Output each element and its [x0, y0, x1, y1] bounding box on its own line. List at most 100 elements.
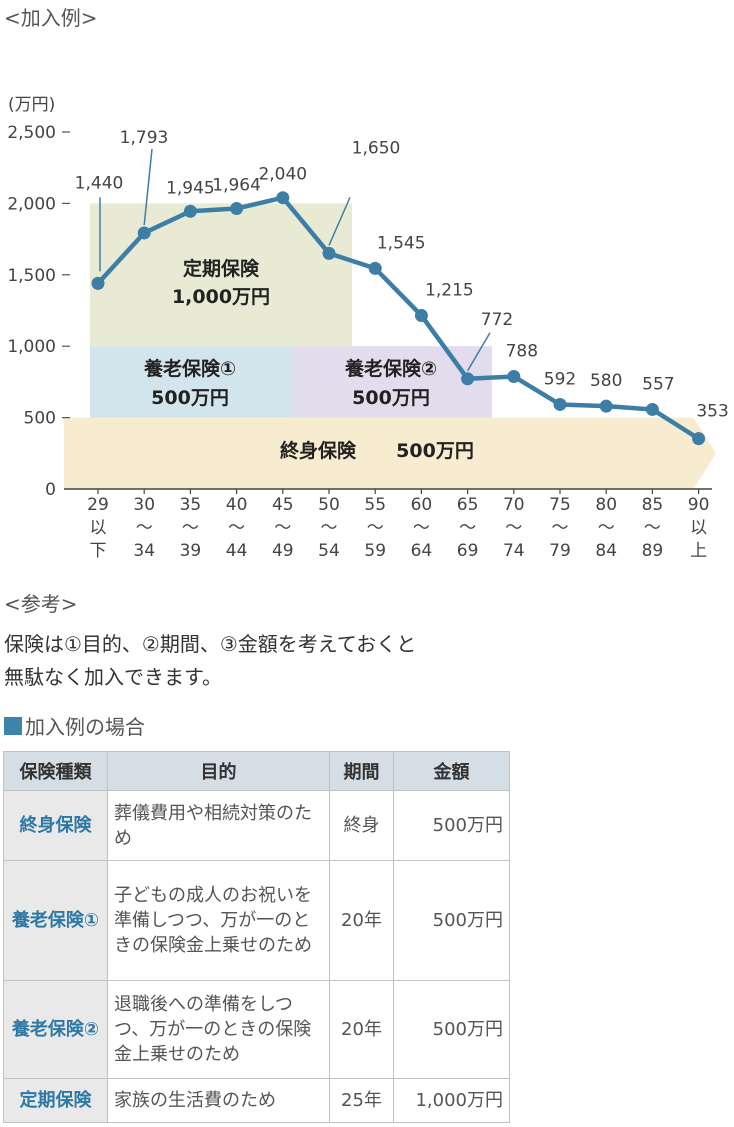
series-line: [91, 191, 706, 446]
x-tick-label: 40: [226, 495, 248, 515]
data-point: [183, 204, 197, 218]
x-tick-label: 90: [688, 495, 710, 515]
value-label: 1,793: [120, 128, 169, 148]
x-tick-label: 54: [318, 541, 340, 560]
x-tick-label: 〜: [644, 518, 661, 538]
x-tick-label: 39: [180, 541, 202, 560]
x-tick-label: 59: [364, 541, 386, 560]
row-period: 20年: [329, 980, 394, 1079]
x-tick-label: 以: [690, 518, 707, 538]
y-tick-label: 2,500: [7, 123, 56, 143]
data-point: [599, 399, 613, 413]
x-tick-label: 〜: [598, 518, 615, 538]
header-purpose: 目的: [107, 751, 330, 791]
row-purpose: 家族の生活費のため: [107, 1078, 330, 1123]
table-row: 定期保険 家族の生活費のため 25年 1,000万円: [3, 1078, 510, 1123]
x-tick-label: 74: [503, 541, 525, 560]
x-tick-label: 50: [318, 495, 340, 515]
leader-line: [143, 148, 153, 226]
x-tick-label: 〜: [552, 518, 569, 538]
x-tick-label: 〜: [413, 518, 430, 538]
row-amount: 500万円: [393, 980, 510, 1079]
x-tick-label: 〜: [228, 518, 245, 538]
reference-line: 無駄なく加入できます。: [4, 665, 222, 689]
x-tick-label: 79: [549, 541, 571, 560]
value-label: 1,440: [75, 173, 124, 193]
row-amount: 1,000万円: [393, 1078, 510, 1123]
data-point: [461, 372, 475, 386]
row-amount: 500万円: [393, 860, 510, 981]
series-polyline: [96, 195, 700, 441]
data-point: [507, 369, 521, 383]
x-tick-label: 上: [690, 541, 707, 560]
data-point: [276, 191, 290, 205]
header-period: 期間: [329, 751, 394, 791]
data-point: [645, 402, 659, 416]
row-type: 定期保険: [3, 1078, 108, 1123]
x-tick-label: 下: [90, 541, 107, 560]
x-tick-label: 55: [364, 495, 386, 515]
row-period: 25年: [329, 1078, 394, 1123]
row-type: 養老保険①: [3, 860, 108, 981]
y-tick-label: 1,000: [7, 337, 56, 357]
example-heading: <加入例>: [4, 6, 98, 30]
x-tick-label: 〜: [182, 518, 199, 538]
table-title: 加入例の場合: [4, 711, 145, 740]
data-point: [91, 276, 105, 290]
coverage-label-yoro2-name: 養老保険②: [344, 357, 437, 380]
row-type: 養老保険②: [3, 980, 108, 1079]
x-tick-label: 60: [411, 495, 433, 515]
table-header-row: 保険種類 目的 期間 金額: [3, 751, 510, 791]
x-tick-label: 85: [642, 495, 664, 515]
x-tick-label: 65: [457, 495, 479, 515]
reference-line: 保険は①目的、②期間、③金額を考えておくと: [4, 632, 417, 656]
data-point: [368, 261, 382, 275]
row-type: 終身保険: [3, 790, 108, 861]
data-point: [692, 432, 706, 446]
table-title-text: 加入例の場合: [25, 715, 145, 739]
x-tick-label: 80: [595, 495, 617, 515]
x-tick-label: 45: [272, 495, 294, 515]
x-tick-label: 〜: [367, 518, 384, 538]
reference-heading: <参考>: [4, 592, 78, 616]
value-label: 788: [506, 341, 538, 361]
x-tick-label: 35: [180, 495, 202, 515]
x-tick-label: 30: [133, 495, 155, 515]
coverage-label-shushin-amount: 500万円: [396, 440, 474, 462]
table-row: 養老保険② 退職後への準備をしつつ、万が一のときの保険金上乗せのため 20年 5…: [3, 980, 510, 1079]
leader-line: [328, 197, 351, 246]
row-amount: 500万円: [393, 790, 510, 861]
table-row: 終身保険 葬儀費用や相続対策のため 終身 500万円: [3, 790, 510, 861]
y-tick-label: 1,500: [7, 266, 56, 286]
header-type: 保険種類: [3, 751, 108, 791]
x-tick-label: 49: [272, 541, 294, 560]
row-purpose: 退職後への準備をしつつ、万が一のときの保険金上乗せのため: [107, 980, 330, 1079]
x-tick-label: 64: [411, 541, 433, 560]
x-tick-label: 29: [87, 495, 109, 515]
reference-text: 保険は①目的、②期間、③金額を考えておくと 無駄なく加入できます。: [4, 628, 416, 694]
value-label: 557: [642, 374, 674, 394]
value-label: 2,040: [258, 165, 307, 185]
row-purpose: 葬儀費用や相続対策のため: [107, 790, 330, 861]
x-tick-label: 44: [226, 541, 248, 560]
data-point: [137, 226, 151, 240]
insurance-table: 保険種類 目的 期間 金額 終身保険 葬儀費用や相続対策のため 終身 500万円…: [3, 751, 510, 1123]
coverage-band-shushin: [64, 417, 716, 489]
data-point: [230, 202, 244, 216]
value-label: 772: [481, 310, 513, 330]
coverage-label-yoro1-name: 養老保険①: [143, 357, 236, 380]
x-tick-label: 〜: [459, 518, 476, 538]
y-tick-label: 2,000: [7, 194, 56, 214]
coverage-label-teiki-name: 定期保険: [183, 257, 260, 280]
value-label: 353: [696, 402, 728, 422]
x-tick-label: 34: [133, 541, 155, 560]
value-label: 1,964: [212, 176, 261, 196]
coverage-label-shushin-name: 終身保険: [280, 439, 357, 462]
x-tick-label: 69: [457, 541, 479, 560]
coverage-band-yoro1: [90, 346, 291, 418]
header-amount: 金額: [393, 751, 510, 791]
coverage-label-teiki-amount: 1,000万円: [172, 286, 270, 308]
